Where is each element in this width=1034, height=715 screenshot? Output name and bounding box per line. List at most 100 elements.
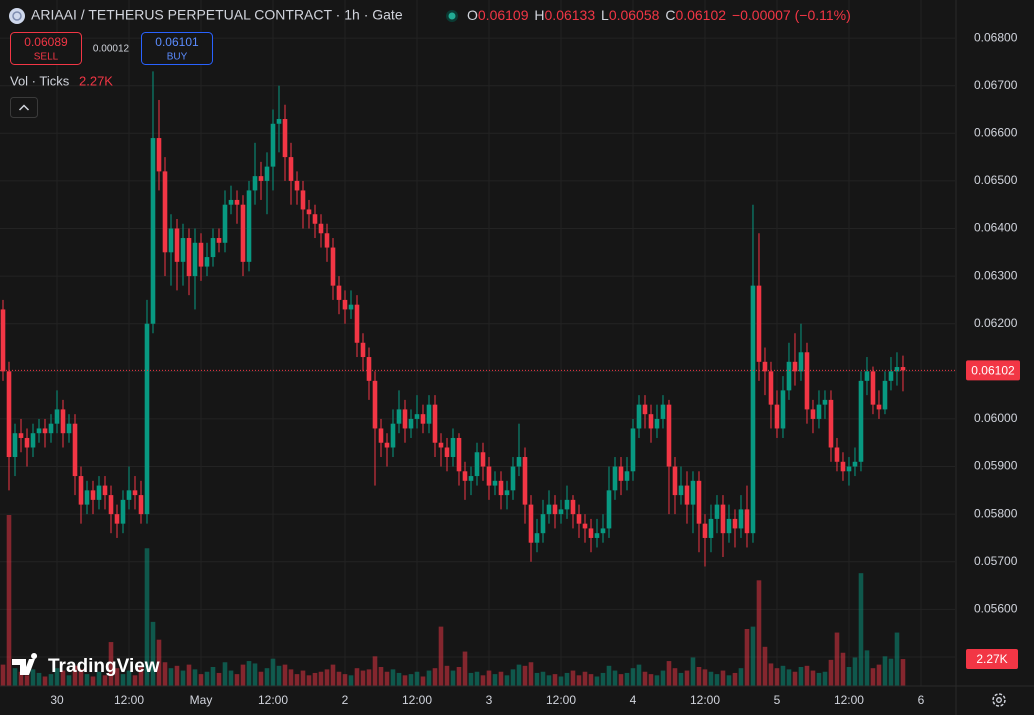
candle-body bbox=[216, 238, 222, 243]
buy-button[interactable] bbox=[141, 32, 213, 65]
collapse-button[interactable] bbox=[10, 97, 38, 118]
candle-body bbox=[114, 514, 120, 524]
candle-body bbox=[654, 418, 660, 429]
candle-body bbox=[870, 371, 876, 405]
candle-body bbox=[762, 361, 768, 372]
volume-bar bbox=[384, 671, 390, 686]
y-tick-label: 0.05800 bbox=[974, 506, 1018, 520]
candle-body bbox=[462, 471, 468, 481]
volume-bar bbox=[468, 672, 474, 686]
candle-body bbox=[246, 190, 252, 262]
volume-bar bbox=[678, 672, 684, 686]
candle-body bbox=[84, 490, 90, 505]
volume-bar bbox=[714, 674, 720, 686]
volume-last-label: 2.27K bbox=[976, 652, 1007, 666]
volume-bar bbox=[0, 664, 6, 686]
volume-bar bbox=[768, 663, 774, 686]
legend-change: −0.00007 (−0.11%) bbox=[732, 7, 851, 23]
volume-bar bbox=[864, 650, 870, 686]
candle-body bbox=[702, 523, 708, 538]
candle-body bbox=[366, 357, 372, 381]
volume-bar bbox=[210, 667, 216, 686]
volume-bar bbox=[822, 671, 828, 686]
volume-title[interactable]: Vol · Ticks bbox=[10, 73, 70, 88]
candle-body bbox=[528, 504, 534, 543]
candle-body bbox=[30, 433, 36, 448]
candle-body bbox=[456, 437, 462, 472]
settings-icon[interactable] bbox=[992, 693, 1006, 707]
volume-bar bbox=[792, 671, 798, 686]
y-tick-label: 0.06200 bbox=[974, 316, 1018, 330]
volume-bar bbox=[108, 642, 114, 686]
candle-body bbox=[540, 514, 546, 534]
candle-body bbox=[666, 404, 672, 467]
volume-bar bbox=[402, 675, 408, 686]
volume-bar bbox=[540, 671, 546, 686]
volume-bar bbox=[522, 665, 528, 686]
volume-bar bbox=[54, 668, 60, 686]
volume-bar bbox=[366, 669, 372, 686]
volume-bar bbox=[882, 656, 888, 686]
volume-bar bbox=[444, 665, 450, 686]
candle-body bbox=[570, 499, 576, 515]
x-tick-label: May bbox=[190, 693, 213, 707]
x-tick-label: 12:00 bbox=[114, 693, 144, 707]
sell-button[interactable] bbox=[10, 32, 82, 65]
candle-body bbox=[402, 409, 408, 429]
candle-body bbox=[876, 404, 882, 410]
volume-bar bbox=[900, 659, 906, 686]
volume-bar bbox=[876, 664, 882, 686]
volume-bar bbox=[72, 665, 78, 686]
volume-bar bbox=[750, 626, 756, 686]
volume-bar bbox=[150, 621, 156, 686]
logo-text[interactable]: TradingView bbox=[48, 656, 160, 677]
volume-bar bbox=[660, 670, 666, 686]
volume-bar bbox=[756, 580, 762, 686]
volume-last-box bbox=[966, 649, 1018, 670]
candle-body bbox=[522, 457, 528, 505]
buy-price: 0.06101 bbox=[155, 35, 199, 49]
x-tick-label: 12:00 bbox=[834, 693, 864, 707]
candle-body bbox=[756, 285, 762, 362]
volume-bar bbox=[414, 671, 420, 686]
candle-body bbox=[822, 399, 828, 405]
volume-bar bbox=[666, 661, 672, 686]
volume-bar bbox=[246, 661, 252, 686]
collapse-icon bbox=[18, 104, 30, 111]
volume-bar bbox=[480, 675, 486, 686]
volume-bar bbox=[264, 668, 270, 686]
volume-bar bbox=[774, 668, 780, 686]
volume-bar bbox=[306, 675, 312, 686]
candles bbox=[0, 71, 906, 567]
candle-body bbox=[690, 480, 696, 505]
chart-title[interactable]: ARIAAI / TETHERUS PERPETUAL CONTRACT · 1… bbox=[31, 7, 403, 23]
volume-bar bbox=[60, 670, 66, 686]
volume-bar bbox=[360, 670, 366, 686]
volume-bar bbox=[252, 663, 258, 686]
candle-body bbox=[342, 299, 348, 310]
volume-bar bbox=[144, 548, 150, 686]
volume-bar bbox=[528, 662, 534, 686]
volume-bar bbox=[486, 670, 492, 686]
candle-body bbox=[414, 414, 420, 419]
candle-body bbox=[36, 428, 42, 434]
candle-body bbox=[810, 409, 816, 419]
status-dot bbox=[448, 12, 456, 20]
volume-bar bbox=[258, 671, 264, 686]
volume-bar bbox=[618, 674, 624, 686]
candle-body bbox=[18, 433, 24, 438]
candle-body bbox=[660, 404, 666, 419]
volume-bar bbox=[6, 515, 12, 686]
y-tick-label: 0.06500 bbox=[974, 173, 1018, 187]
candle-body bbox=[378, 428, 384, 443]
candle-body bbox=[630, 428, 636, 472]
legend-value: 0.06102 bbox=[675, 7, 726, 23]
volume-bar bbox=[684, 670, 690, 686]
volume-bar bbox=[504, 675, 510, 686]
candle-body bbox=[354, 304, 360, 343]
candle-body bbox=[576, 514, 582, 524]
candle-body bbox=[324, 233, 330, 248]
candle-body bbox=[738, 509, 744, 529]
candle-body bbox=[732, 518, 738, 529]
symbol-icon bbox=[9, 8, 25, 24]
